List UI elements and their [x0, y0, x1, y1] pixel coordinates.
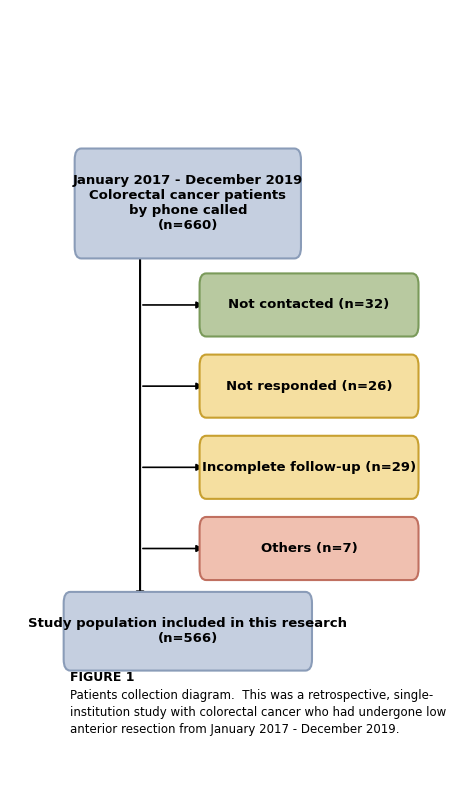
FancyBboxPatch shape [75, 148, 301, 259]
Text: FIGURE 1: FIGURE 1 [70, 671, 135, 684]
Text: Not responded (n=26): Not responded (n=26) [226, 380, 392, 393]
FancyBboxPatch shape [200, 517, 419, 580]
Text: Study population included in this research
(n=566): Study population included in this resear… [28, 617, 347, 646]
Text: Not contacted (n=32): Not contacted (n=32) [228, 298, 390, 311]
FancyBboxPatch shape [200, 273, 419, 337]
Text: Others (n=7): Others (n=7) [261, 542, 357, 555]
FancyBboxPatch shape [200, 354, 419, 418]
Text: January 2017 - December 2019
Colorectal cancer patients
by phone called
(n=660): January 2017 - December 2019 Colorectal … [73, 174, 303, 233]
FancyBboxPatch shape [200, 436, 419, 499]
Text: Patients collection diagram.  This was a retrospective, single-
institution stud: Patients collection diagram. This was a … [70, 689, 447, 736]
Text: Incomplete follow-up (n=29): Incomplete follow-up (n=29) [202, 461, 416, 474]
FancyBboxPatch shape [64, 592, 312, 671]
